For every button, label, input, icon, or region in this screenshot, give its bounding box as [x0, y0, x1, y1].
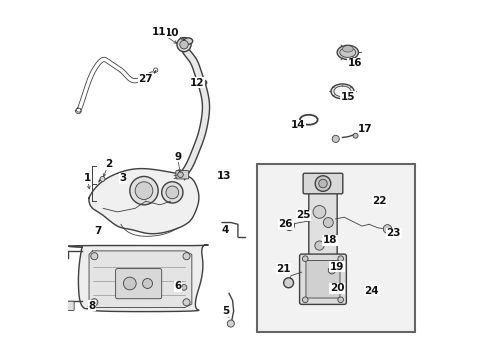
- Text: 17: 17: [358, 123, 373, 134]
- Text: 6: 6: [174, 281, 181, 291]
- Circle shape: [183, 253, 190, 260]
- FancyBboxPatch shape: [306, 260, 340, 298]
- Circle shape: [284, 220, 294, 230]
- Text: 12: 12: [190, 77, 204, 87]
- Text: 9: 9: [174, 152, 181, 162]
- Circle shape: [338, 256, 343, 261]
- Circle shape: [183, 299, 190, 306]
- Circle shape: [200, 80, 206, 85]
- Text: 24: 24: [365, 285, 379, 296]
- Text: 11: 11: [152, 27, 167, 37]
- Circle shape: [178, 172, 183, 177]
- Ellipse shape: [184, 38, 193, 44]
- Text: 22: 22: [372, 196, 387, 206]
- Circle shape: [153, 68, 158, 72]
- FancyBboxPatch shape: [309, 189, 337, 258]
- Text: 8: 8: [88, 301, 96, 311]
- Polygon shape: [68, 245, 208, 312]
- Circle shape: [177, 37, 191, 52]
- Text: 13: 13: [217, 171, 231, 181]
- Circle shape: [135, 182, 153, 199]
- FancyBboxPatch shape: [63, 301, 74, 310]
- FancyBboxPatch shape: [257, 164, 415, 332]
- Circle shape: [284, 278, 294, 288]
- Text: 1: 1: [84, 173, 91, 183]
- Circle shape: [143, 279, 152, 288]
- Circle shape: [227, 320, 234, 327]
- FancyBboxPatch shape: [303, 173, 343, 194]
- Text: 5: 5: [222, 306, 229, 316]
- Circle shape: [338, 297, 343, 303]
- Text: 25: 25: [296, 211, 311, 220]
- Text: 3: 3: [119, 173, 126, 183]
- Circle shape: [287, 223, 292, 228]
- Polygon shape: [178, 46, 210, 180]
- Text: 20: 20: [330, 283, 344, 293]
- Circle shape: [315, 241, 324, 250]
- Text: 18: 18: [323, 235, 337, 245]
- Circle shape: [123, 277, 136, 290]
- Text: 4: 4: [222, 225, 229, 235]
- Text: 15: 15: [341, 92, 355, 102]
- Text: 16: 16: [347, 58, 362, 68]
- Text: 23: 23: [387, 228, 401, 238]
- Circle shape: [313, 206, 326, 218]
- Ellipse shape: [343, 46, 353, 52]
- Circle shape: [332, 135, 339, 143]
- Text: 21: 21: [276, 264, 291, 274]
- Text: 7: 7: [94, 226, 101, 237]
- Circle shape: [130, 176, 158, 205]
- Circle shape: [323, 217, 333, 228]
- FancyBboxPatch shape: [176, 170, 189, 179]
- Circle shape: [302, 297, 308, 303]
- Circle shape: [383, 225, 392, 233]
- Ellipse shape: [331, 84, 354, 99]
- Circle shape: [91, 253, 98, 260]
- Polygon shape: [89, 251, 192, 307]
- Polygon shape: [89, 168, 199, 234]
- Circle shape: [162, 182, 183, 203]
- Circle shape: [91, 299, 98, 306]
- Text: 10: 10: [165, 28, 180, 38]
- Text: 2: 2: [105, 159, 112, 169]
- Text: 27: 27: [139, 74, 153, 84]
- Ellipse shape: [340, 48, 356, 57]
- Circle shape: [302, 256, 308, 261]
- Ellipse shape: [197, 80, 207, 85]
- Circle shape: [353, 133, 358, 138]
- Circle shape: [181, 284, 187, 290]
- Circle shape: [318, 179, 327, 188]
- Text: 26: 26: [278, 219, 293, 229]
- Circle shape: [315, 176, 331, 192]
- Circle shape: [166, 186, 179, 199]
- FancyBboxPatch shape: [116, 269, 162, 299]
- Ellipse shape: [337, 45, 358, 59]
- Circle shape: [100, 176, 105, 181]
- Circle shape: [180, 40, 188, 49]
- Text: 14: 14: [291, 120, 305, 130]
- Text: 19: 19: [330, 262, 344, 272]
- Ellipse shape: [334, 86, 351, 97]
- FancyBboxPatch shape: [299, 254, 346, 305]
- Circle shape: [328, 267, 335, 274]
